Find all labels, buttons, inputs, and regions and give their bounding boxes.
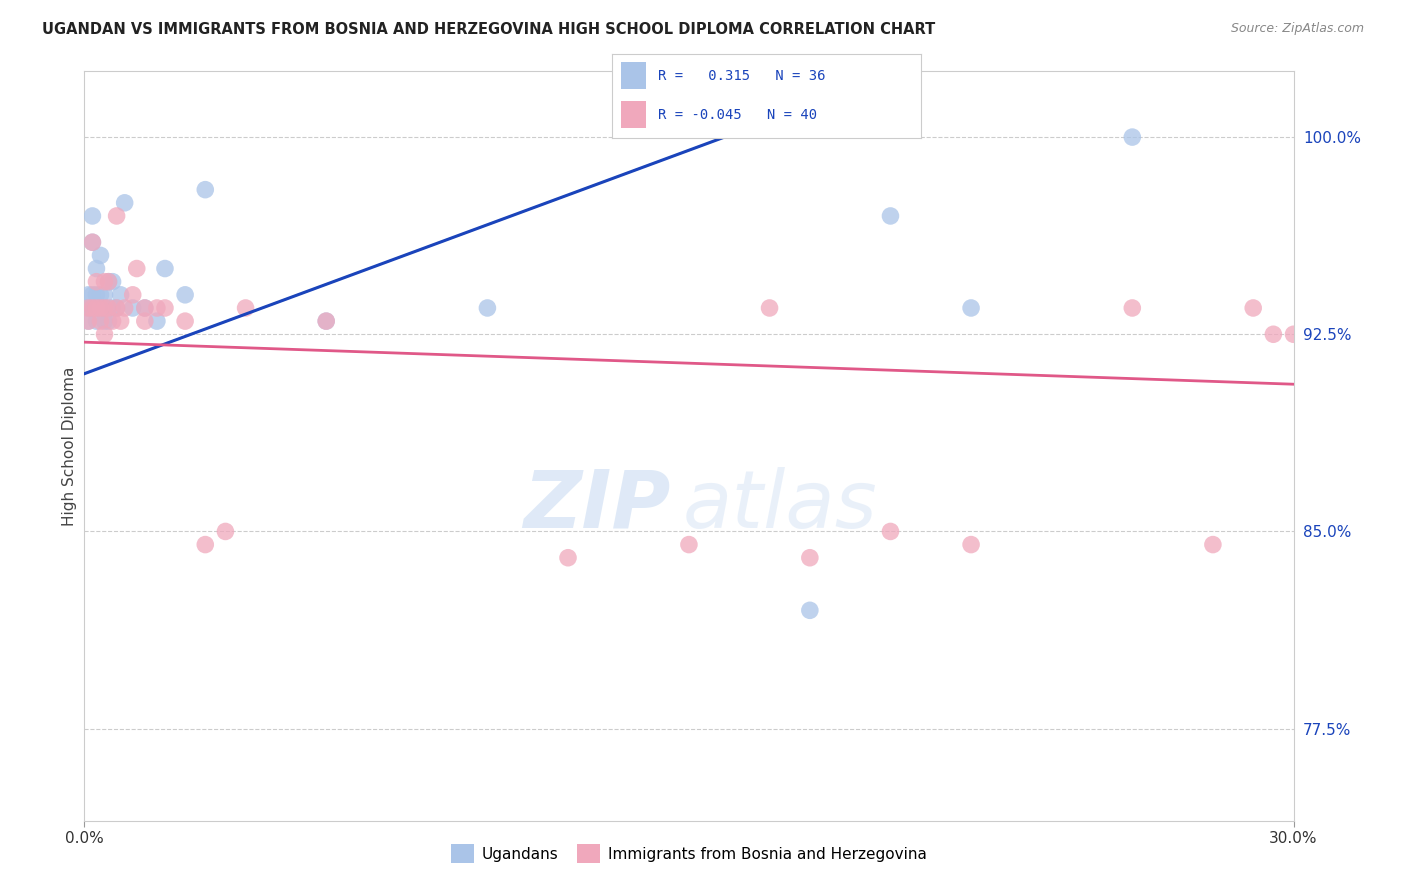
- Point: [1202, 538, 1225, 552]
- Point: [86, 301, 108, 315]
- Point: [174, 314, 197, 328]
- Point: [799, 550, 821, 565]
- Point: [82, 288, 104, 302]
- Text: atlas: atlas: [683, 467, 877, 545]
- Point: [1121, 301, 1143, 315]
- Point: [1241, 301, 1264, 315]
- Point: [121, 288, 143, 302]
- Point: [97, 275, 120, 289]
- Point: [86, 275, 108, 289]
- Point: [93, 314, 115, 328]
- Bar: [621, 101, 645, 128]
- Point: [101, 314, 124, 328]
- Point: [93, 327, 115, 342]
- Point: [110, 314, 132, 328]
- Point: [97, 314, 120, 328]
- Point: [77, 288, 100, 302]
- Point: [477, 301, 499, 315]
- Point: [97, 275, 120, 289]
- Text: UGANDAN VS IMMIGRANTS FROM BOSNIA AND HERZEGOVINA HIGH SCHOOL DIPLOMA CORRELATIO: UGANDAN VS IMMIGRANTS FROM BOSNIA AND HE…: [42, 22, 935, 37]
- Text: R =   0.315   N = 36: R = 0.315 N = 36: [658, 69, 825, 83]
- Point: [960, 301, 983, 315]
- Point: [77, 301, 100, 315]
- Point: [557, 550, 579, 565]
- Point: [1263, 327, 1285, 342]
- Point: [82, 235, 104, 250]
- Text: Source: ZipAtlas.com: Source: ZipAtlas.com: [1230, 22, 1364, 36]
- Point: [82, 235, 104, 250]
- Point: [678, 538, 700, 552]
- Point: [758, 301, 780, 315]
- Point: [134, 314, 156, 328]
- Point: [194, 538, 217, 552]
- Point: [93, 275, 115, 289]
- Point: [86, 288, 108, 302]
- Point: [101, 301, 124, 315]
- Point: [82, 301, 104, 315]
- Point: [214, 524, 236, 539]
- Point: [89, 314, 111, 328]
- Point: [315, 314, 337, 328]
- Y-axis label: High School Diploma: High School Diploma: [62, 367, 77, 525]
- Point: [114, 195, 136, 210]
- Point: [315, 314, 337, 328]
- Point: [89, 301, 111, 315]
- Point: [105, 301, 128, 315]
- Point: [879, 524, 901, 539]
- Point: [153, 301, 176, 315]
- Point: [879, 209, 901, 223]
- Point: [134, 301, 156, 315]
- Point: [97, 301, 120, 315]
- Text: ZIP: ZIP: [523, 467, 671, 545]
- Point: [82, 301, 104, 315]
- Point: [86, 261, 108, 276]
- Point: [960, 538, 983, 552]
- Point: [77, 314, 100, 328]
- Point: [89, 288, 111, 302]
- Point: [93, 301, 115, 315]
- Point: [146, 301, 169, 315]
- Text: R = -0.045   N = 40: R = -0.045 N = 40: [658, 108, 817, 121]
- Point: [125, 261, 148, 276]
- Point: [235, 301, 257, 315]
- Point: [105, 209, 128, 223]
- Point: [1121, 130, 1143, 145]
- Point: [153, 261, 176, 276]
- Point: [101, 275, 124, 289]
- Point: [121, 301, 143, 315]
- Point: [134, 301, 156, 315]
- Bar: [621, 62, 645, 89]
- Point: [799, 603, 821, 617]
- Point: [82, 209, 104, 223]
- Point: [93, 301, 115, 315]
- Legend: Ugandans, Immigrants from Bosnia and Herzegovina: Ugandans, Immigrants from Bosnia and Her…: [446, 838, 932, 869]
- Point: [86, 301, 108, 315]
- Point: [1282, 327, 1305, 342]
- Point: [77, 301, 100, 315]
- Point: [86, 314, 108, 328]
- Point: [110, 288, 132, 302]
- Point: [105, 301, 128, 315]
- Point: [77, 314, 100, 328]
- Point: [114, 301, 136, 315]
- Point: [89, 301, 111, 315]
- Point: [93, 288, 115, 302]
- Point: [146, 314, 169, 328]
- Point: [89, 248, 111, 262]
- Point: [194, 183, 217, 197]
- Point: [174, 288, 197, 302]
